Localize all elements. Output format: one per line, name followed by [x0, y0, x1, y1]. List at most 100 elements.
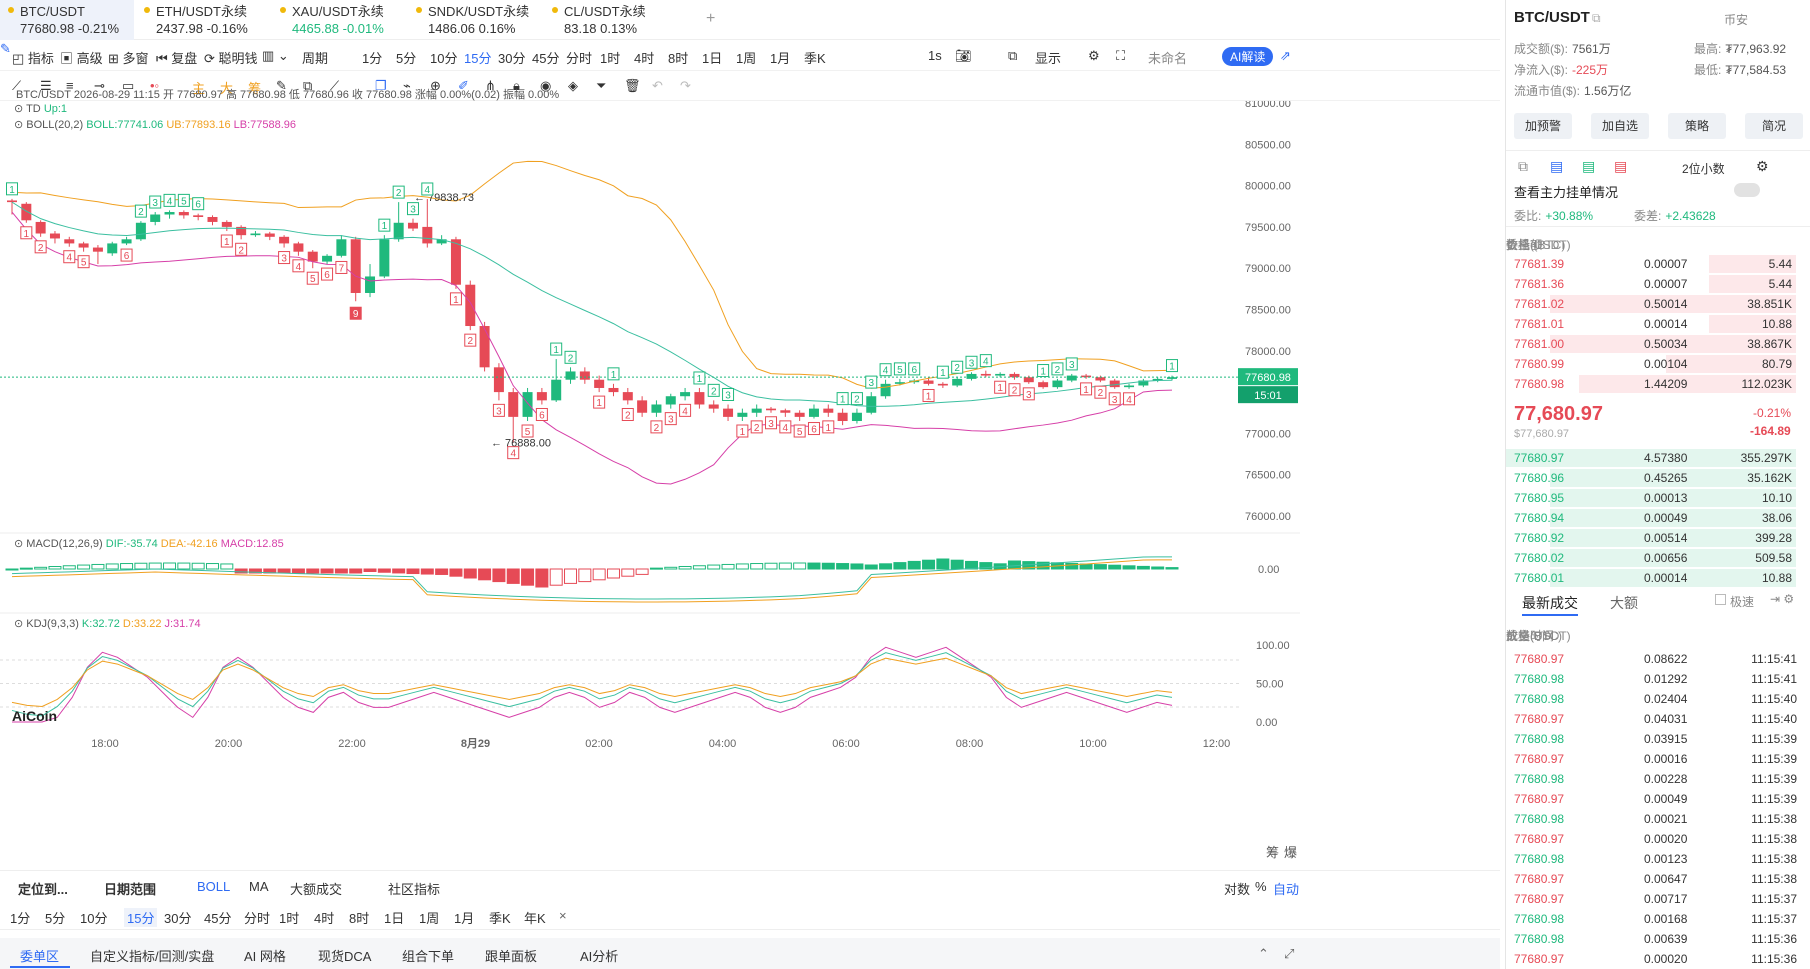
chart-area[interactable]: 81000.00 80500.00 80000.00 79500.00 79000.00… [0, 89, 1500, 883]
chart-type-icon[interactable]: ▥ ⌄ [262, 48, 289, 63]
period-4[interactable]: 30分 [164, 911, 192, 926]
ticker-tab-2[interactable]: XAU/USDT永续 4465.88 -0.01% [272, 0, 406, 40]
zoom-icon[interactable]: ⊕ [430, 78, 441, 93]
bottom-tab-0[interactable]: 委单区 [20, 949, 60, 964]
ask-row[interactable]: 77680.99 0.00104 80.79 [1506, 354, 1796, 374]
toolbar-item-10[interactable]: 30分 [498, 51, 526, 66]
toolbar-item-5[interactable]: 周期 [302, 51, 329, 66]
toolbar-item-9[interactable]: 15分 [464, 51, 492, 66]
copy-pair-icon[interactable]: ⧉ [1592, 11, 1601, 25]
redo-icon[interactable]: ↷ [680, 78, 691, 93]
collapse-icon[interactable]: ⌃ [1258, 946, 1269, 961]
ask-row[interactable]: 77681.02 0.50014 38.851K [1506, 294, 1796, 314]
toolbar-item-15[interactable]: 8时 [668, 51, 689, 66]
trade-tab-large[interactable]: 大额 [1610, 595, 1638, 611]
ticker-tab-4[interactable]: CL/USDT永续 83.18 0.13% [544, 0, 678, 40]
bid-row[interactable]: 77680.92 0.00514 399.28 [1506, 528, 1796, 548]
clipboard-icon[interactable]: ❐ [375, 78, 387, 93]
rect-tool-icon[interactable]: ▭ [122, 78, 135, 93]
channel-tool-icon[interactable]: ≡ [66, 78, 74, 93]
toolbar-item-14[interactable]: 4时 [634, 51, 655, 66]
ruler-icon[interactable]: ⌁ [403, 78, 411, 93]
bottom-item-4[interactable]: 大额成交 [290, 882, 343, 897]
filter-icon[interactable]: ⏷ [596, 78, 607, 93]
period-3[interactable]: 15分 [124, 908, 158, 927]
hline-tool-icon[interactable]: ☰ [40, 78, 52, 93]
exchange-label[interactable]: 币安 [1724, 13, 1749, 27]
toolbar-item-17[interactable]: 1周 [736, 51, 757, 66]
settings-icon[interactable]: ⚙ [1088, 48, 1100, 63]
period-2[interactable]: 10分 [80, 911, 108, 926]
ob-view-icon-0[interactable]: ⧉ [1518, 158, 1528, 174]
trash-icon[interactable]: 🗑︎ [624, 78, 641, 93]
bid-row[interactable]: 77680.01 0.00014 10.88 [1506, 568, 1796, 588]
magnet-icon[interactable]: ⋔ [485, 78, 496, 93]
brush-icon[interactable]: ⟋ [330, 78, 340, 93]
bottom-tab-4[interactable]: 组合下单 [402, 949, 455, 964]
bottom-item-5[interactable]: 社区指标 [388, 882, 441, 897]
big-order-button[interactable]: 大 [220, 81, 234, 96]
bottom-tab-6[interactable]: AI分析 [580, 949, 619, 964]
chips-button[interactable]: 筹 [248, 81, 262, 96]
ray-tool-icon[interactable]: ⊸ [94, 78, 105, 93]
eye-icon[interactable]: ◉ [540, 78, 552, 93]
panel-button-2[interactable]: 策略 [1668, 113, 1726, 139]
ob-view-icon-2[interactable]: ▤ [1582, 158, 1596, 174]
toolbar-item-8[interactable]: 10分 [430, 51, 458, 66]
toolbar-item-4[interactable]: ⟳ 聪明钱 [204, 51, 258, 66]
period-14[interactable]: 年K [524, 911, 546, 926]
ai-read-button[interactable]: AI解读 [1222, 47, 1274, 66]
fullscreen-icon[interactable]: ⛶ [1116, 48, 1126, 63]
bottom-tab-3[interactable]: 现货DCA [318, 949, 372, 964]
bottom-item-2[interactable]: BOLL [197, 879, 231, 894]
toolbar-item-19[interactable]: 季K [804, 51, 826, 66]
ask-row[interactable]: 77681.00 0.50034 38.867K [1506, 334, 1796, 354]
window-icon[interactable]: ⧉ [1008, 48, 1018, 63]
bottom-item-3[interactable]: MA [249, 879, 269, 894]
dots-tool-icon[interactable]: •◦ [150, 78, 160, 93]
layers-icon[interactable]: ◈ [568, 78, 578, 93]
ob-view-icon-1[interactable]: ▤ [1550, 158, 1564, 174]
toolbar-item-12[interactable]: 分时 [566, 51, 593, 66]
period-0[interactable]: 1分 [10, 911, 31, 926]
period-7[interactable]: 1时 [279, 911, 300, 926]
side-label-1[interactable]: 爆 [1284, 845, 1298, 860]
bid-row[interactable]: 77680.96 0.45265 35.162K [1506, 468, 1796, 488]
add-tab-icon[interactable]: + [706, 10, 716, 27]
axis-option-1[interactable]: % [1255, 879, 1267, 894]
bottom-item-1[interactable]: 日期范围 [104, 882, 157, 897]
pen-icon[interactable]: ✐ [458, 78, 469, 93]
bottom-item-0[interactable]: 定位到... [18, 882, 68, 897]
main-force-button[interactable]: 主 [192, 81, 206, 96]
copy-icon[interactable]: ⧉ [303, 78, 313, 93]
period-1[interactable]: 5分 [45, 911, 66, 926]
ask-row[interactable]: 77680.98 1.44209 112.023K [1506, 374, 1796, 394]
bottom-tab-5[interactable]: 跟单面板 [485, 949, 538, 964]
toolbar-item-1[interactable]: ▣ 高级 [60, 51, 103, 66]
fast-checkbox[interactable] [1715, 594, 1726, 605]
period-10[interactable]: 1日 [384, 911, 405, 926]
ob-view-icon-3[interactable]: ▤ [1614, 158, 1628, 174]
period-9[interactable]: 8时 [349, 911, 370, 926]
toolbar-item-7[interactable]: 5分 [396, 51, 417, 66]
toolbar-item-2[interactable]: ⊞ 多窗 [108, 51, 149, 66]
panel-button-3[interactable]: 简况 [1745, 113, 1803, 139]
ob-settings-icon[interactable]: ⚙ [1756, 158, 1769, 174]
period-6[interactable]: 分时 [244, 911, 271, 926]
share-icon[interactable]: ⇗ [1280, 48, 1291, 63]
lock-icon[interactable]: 🔒︎ [513, 78, 520, 93]
toolbar-item-11[interactable]: 45分 [532, 51, 560, 66]
display-button[interactable]: 显示 [1035, 51, 1062, 66]
period-11[interactable]: 1周 [419, 911, 440, 926]
ask-row[interactable]: 77681.01 0.00014 10.88 [1506, 314, 1796, 334]
period-8[interactable]: 4时 [314, 911, 335, 926]
side-label-0[interactable]: 筹 [1266, 845, 1280, 860]
bottom-tab-2[interactable]: AI 网格 [244, 949, 286, 964]
interval-1s[interactable]: 1s [928, 48, 942, 63]
line-tool-icon[interactable]: ⟋ [12, 78, 22, 93]
toolbar-item-6[interactable]: 1分 [362, 51, 383, 66]
edit-pen-icon[interactable]: ✎ [0, 41, 11, 56]
toolbar-item-13[interactable]: 1时 [600, 51, 621, 66]
expand-icon[interactable]: ⤢ [1284, 946, 1295, 961]
panel-button-0[interactable]: 加预警 [1514, 113, 1572, 139]
